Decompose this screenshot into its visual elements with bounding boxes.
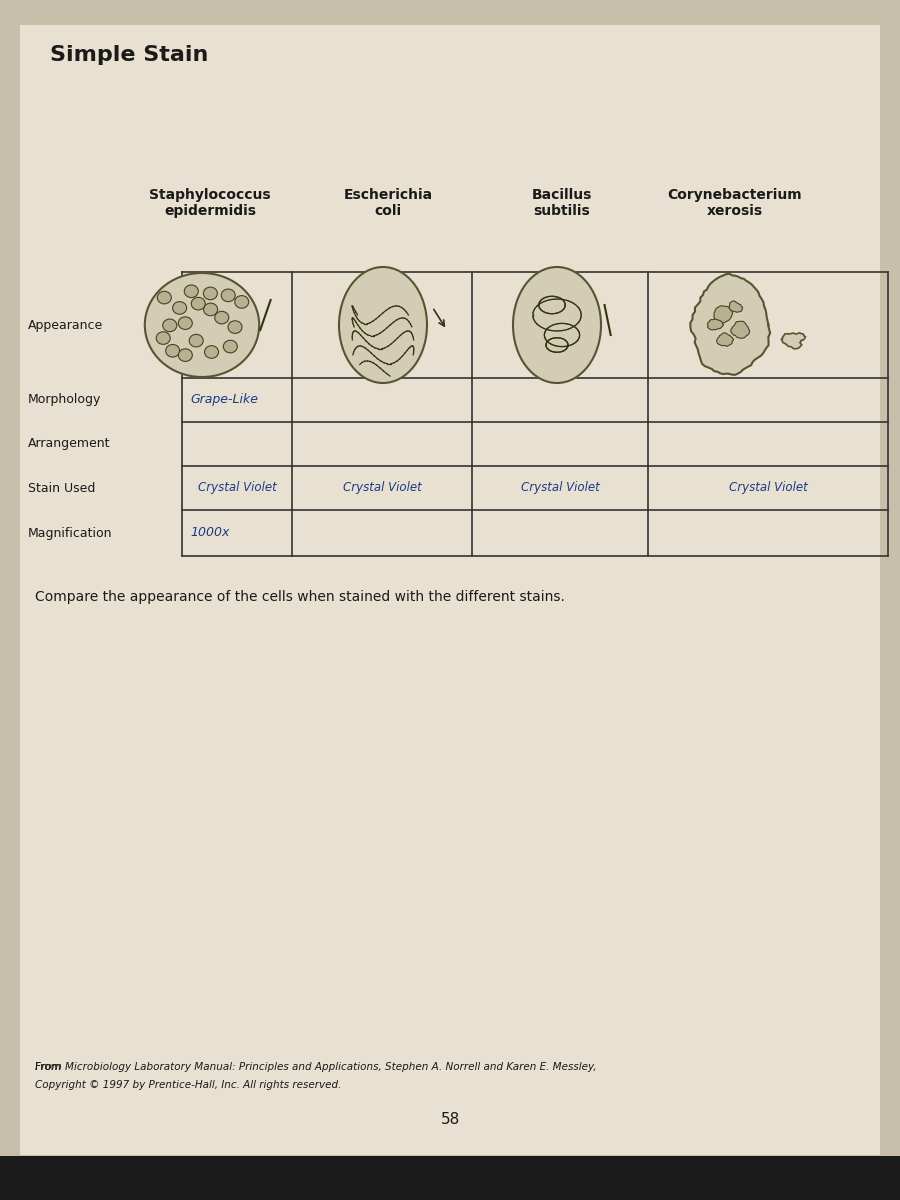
Ellipse shape bbox=[204, 346, 219, 359]
Text: From: From bbox=[35, 1062, 64, 1072]
Text: Magnification: Magnification bbox=[28, 527, 112, 540]
Ellipse shape bbox=[235, 295, 248, 308]
Ellipse shape bbox=[192, 298, 205, 310]
Text: Morphology: Morphology bbox=[28, 394, 102, 407]
Ellipse shape bbox=[178, 349, 193, 361]
Ellipse shape bbox=[145, 272, 259, 377]
Ellipse shape bbox=[178, 317, 193, 330]
Text: Crystal Violet: Crystal Violet bbox=[343, 481, 421, 494]
Text: Copyright © 1997 by Prentice-Hall, Inc. All rights reserved.: Copyright © 1997 by Prentice-Hall, Inc. … bbox=[35, 1080, 341, 1090]
Text: Bacillus
subtilis: Bacillus subtilis bbox=[532, 187, 592, 218]
Bar bbox=[0, 1156, 900, 1200]
Ellipse shape bbox=[513, 266, 601, 383]
Text: Escherichia
coli: Escherichia coli bbox=[344, 187, 433, 218]
Ellipse shape bbox=[166, 344, 180, 358]
Ellipse shape bbox=[203, 304, 218, 316]
Polygon shape bbox=[690, 274, 770, 374]
Ellipse shape bbox=[189, 335, 203, 347]
Text: From Microbiology Laboratory Manual: Principles and Applications, Stephen A. Nor: From Microbiology Laboratory Manual: Pri… bbox=[35, 1062, 597, 1072]
Text: 58: 58 bbox=[440, 1112, 460, 1127]
Ellipse shape bbox=[339, 266, 427, 383]
Ellipse shape bbox=[173, 301, 186, 314]
Polygon shape bbox=[731, 322, 750, 338]
Text: 1000x: 1000x bbox=[190, 527, 230, 540]
Polygon shape bbox=[716, 332, 734, 347]
Text: Compare the appearance of the cells when stained with the different stains.: Compare the appearance of the cells when… bbox=[35, 590, 565, 604]
Text: Stain Used: Stain Used bbox=[28, 481, 95, 494]
Ellipse shape bbox=[223, 341, 238, 353]
Text: Crystal Violet: Crystal Violet bbox=[520, 481, 599, 494]
Ellipse shape bbox=[163, 319, 176, 331]
Polygon shape bbox=[714, 306, 733, 323]
Ellipse shape bbox=[157, 331, 170, 344]
Polygon shape bbox=[707, 319, 724, 330]
Ellipse shape bbox=[184, 284, 198, 298]
Text: Appearance: Appearance bbox=[28, 318, 104, 331]
Ellipse shape bbox=[215, 311, 229, 324]
Text: Crystal Violet: Crystal Violet bbox=[198, 481, 276, 494]
Polygon shape bbox=[781, 332, 806, 349]
Ellipse shape bbox=[221, 289, 235, 301]
Ellipse shape bbox=[158, 292, 171, 304]
Text: Crystal Violet: Crystal Violet bbox=[729, 481, 807, 494]
Text: Grape-Like: Grape-Like bbox=[190, 394, 258, 407]
Text: Staphylococcus
epidermidis: Staphylococcus epidermidis bbox=[149, 187, 271, 218]
Text: Corynebacterium
xerosis: Corynebacterium xerosis bbox=[668, 187, 802, 218]
Ellipse shape bbox=[228, 320, 242, 334]
Text: Arrangement: Arrangement bbox=[28, 438, 111, 450]
Ellipse shape bbox=[203, 287, 217, 300]
Text: Simple Stain: Simple Stain bbox=[50, 44, 209, 65]
Polygon shape bbox=[729, 301, 742, 312]
